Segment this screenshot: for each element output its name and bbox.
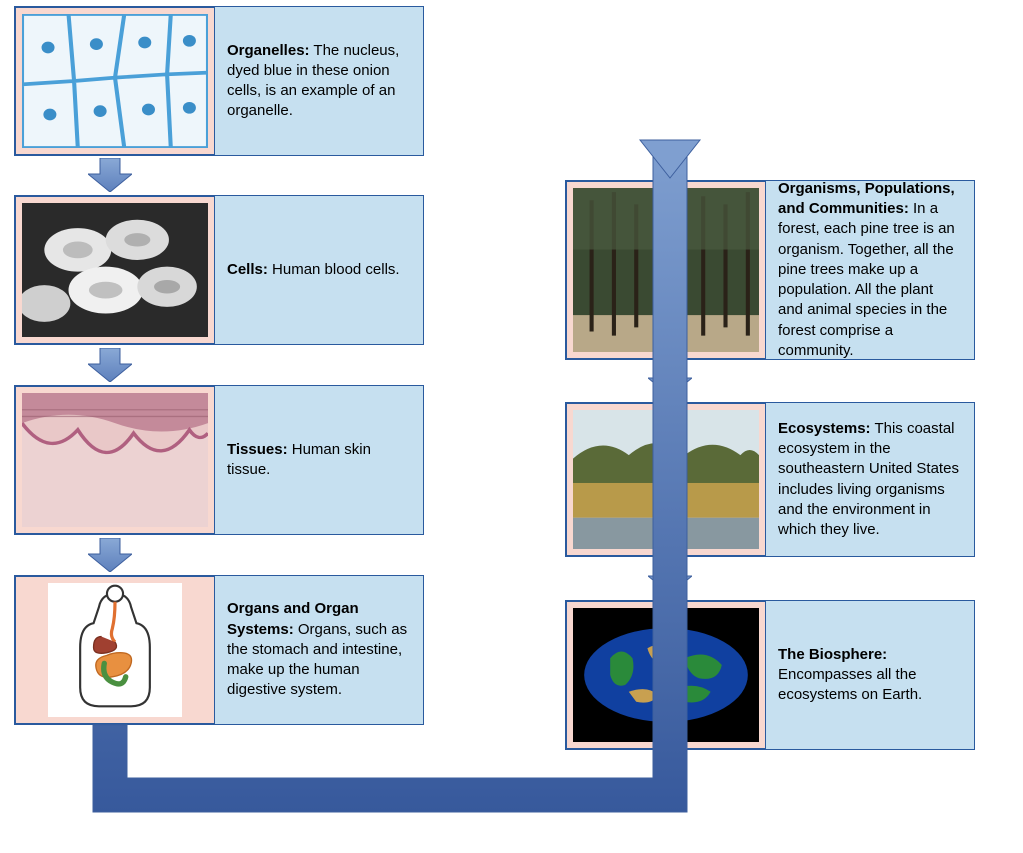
text-box: The Biosphere: Encompasses all the ecosy… <box>766 601 974 749</box>
arrow-down-icon <box>88 538 132 572</box>
image-box <box>15 196 215 344</box>
desc: Human blood cells. <box>268 261 400 278</box>
card-organisms: Organisms, Populations, and Communities:… <box>565 180 975 360</box>
card-organs: Organs and Organ Systems: Organs, such a… <box>14 575 424 725</box>
text-box: Organs and Organ Systems: Organs, such a… <box>215 576 423 724</box>
title: Ecosystems: <box>778 420 871 437</box>
desc: In a forest, each pine tree is an organi… <box>778 200 955 359</box>
digestive-system-icon <box>22 583 208 717</box>
card-organelles: Organelles: The nucleus, dyed blue in th… <box>14 6 424 156</box>
card-biosphere: The Biosphere: Encompasses all the ecosy… <box>565 600 975 750</box>
text-box: Organisms, Populations, and Communities:… <box>766 181 974 359</box>
card-tissues: Tissues: Human skin tissue. <box>14 385 424 535</box>
title: Organelles: <box>227 42 310 59</box>
image-box <box>15 576 215 724</box>
title: The Biosphere: <box>778 646 887 663</box>
image-box <box>566 181 766 359</box>
image-box <box>566 601 766 749</box>
coastal-ecosystem-icon <box>573 410 759 549</box>
earth-globe-icon <box>573 608 759 742</box>
skin-tissue-icon <box>22 393 208 527</box>
title: Cells: <box>227 261 268 278</box>
desc: Encompasses all the ecosystems on Earth. <box>778 666 922 703</box>
text-box: Tissues: Human skin tissue. <box>215 386 423 534</box>
text-box: Cells: Human blood cells. <box>215 196 423 344</box>
pine-forest-icon <box>573 188 759 352</box>
arrow-down-icon <box>648 362 692 396</box>
card-ecosystems: Ecosystems: This coastal ecosystem in th… <box>565 402 975 557</box>
image-box <box>15 7 215 155</box>
blood-cells-icon <box>22 203 208 337</box>
image-box <box>566 403 766 556</box>
card-cells: Cells: Human blood cells. <box>14 195 424 345</box>
text-box: Ecosystems: This coastal ecosystem in th… <box>766 403 974 556</box>
image-box <box>15 386 215 534</box>
desc: This coastal ecosystem in the southeaste… <box>778 420 959 538</box>
text-box: Organelles: The nucleus, dyed blue in th… <box>215 7 423 155</box>
arrow-down-icon <box>648 560 692 594</box>
arrow-down-icon <box>88 348 132 382</box>
title: Tissues: <box>227 441 288 458</box>
onion-cells-icon <box>22 14 208 148</box>
arrow-down-icon <box>88 158 132 192</box>
